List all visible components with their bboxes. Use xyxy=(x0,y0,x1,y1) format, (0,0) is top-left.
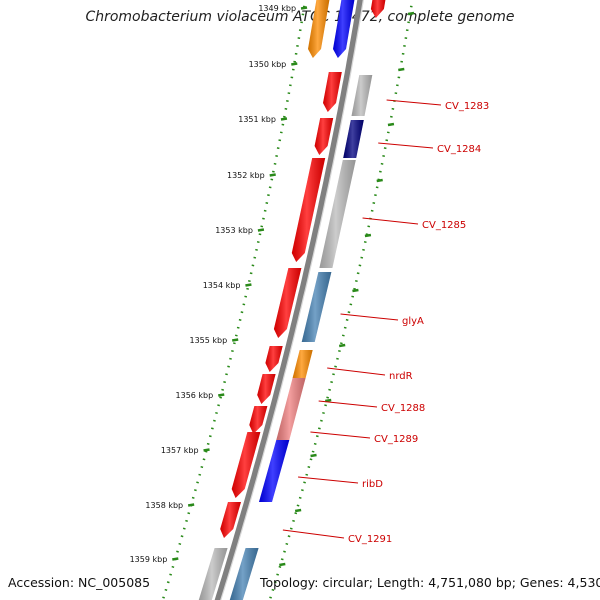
leader-line xyxy=(327,367,386,376)
inner-tick xyxy=(407,11,415,16)
gene-label-cv-1289: CV_1289 xyxy=(374,434,418,445)
inner-tick xyxy=(338,343,346,348)
gene-cv1284-shade xyxy=(343,120,364,158)
leader-line xyxy=(318,400,378,408)
gene-label-cv-1285: CV_1285 xyxy=(422,220,466,231)
kbp-tick xyxy=(280,117,288,121)
inner-tick xyxy=(279,562,286,567)
inner-ruler-line xyxy=(268,0,414,600)
kbp-tick xyxy=(291,62,298,66)
gene-nrdr-shade xyxy=(292,350,313,378)
map-title: Chromobacterium violaceum ATCC 12472, co… xyxy=(85,9,515,25)
kbp-label: 1358 kbp xyxy=(145,501,183,510)
kbp-tick xyxy=(172,557,179,561)
kbp-label: 1355 kbp xyxy=(189,336,227,345)
leader-line xyxy=(378,142,434,149)
gene-bottom-gray-shade xyxy=(198,548,228,600)
gene-nrdr-red-shade xyxy=(265,346,283,372)
topology-text: Topology: circular; Length: 4,751,080 bp… xyxy=(260,575,600,590)
gene-label-cv-1291: CV_1291 xyxy=(348,534,392,545)
gene-bottom-blue-shade xyxy=(229,548,259,600)
genome-backbone xyxy=(214,0,364,600)
kbp-label: 1354 kbp xyxy=(203,281,241,290)
gene-label-ribd: ribD xyxy=(362,479,383,490)
gene-label-cv-1288: CV_1288 xyxy=(381,403,425,414)
gene-glya-red-shade xyxy=(273,268,302,338)
kbp-label: 1349 kbp xyxy=(258,4,296,13)
kbp-tick xyxy=(257,228,265,232)
leader-line xyxy=(298,476,359,484)
kbp-tick xyxy=(269,173,276,177)
inner-tick xyxy=(376,178,383,183)
gene-cv1285-red-shade xyxy=(291,158,326,262)
kbp-tick xyxy=(245,283,252,287)
kbp-ticks: 1349 kbp 1350 kbp 1351 kbp 1352 kbp 1353 kbp… xyxy=(130,4,415,567)
gene-glya-shade xyxy=(301,272,332,342)
gene-top-blue-shade xyxy=(333,0,355,58)
leader-line xyxy=(310,431,371,439)
gene-top-orange-shade xyxy=(308,0,330,58)
gene-ribd-shade xyxy=(259,440,290,502)
kbp-label: 1351 kbp xyxy=(238,115,276,124)
leader-line xyxy=(340,313,399,321)
backbone-highlight xyxy=(220,0,364,600)
leader-line xyxy=(282,529,345,539)
gene-labels: CV_1283 CV_1284 CV_1285 glyA nrdR CV_1288 CV_1… xyxy=(282,99,489,545)
leader-line xyxy=(362,217,419,225)
inner-tick xyxy=(364,233,372,238)
kbp-tick xyxy=(231,338,239,342)
gene-label-cv-1284: CV_1284 xyxy=(437,144,481,155)
kbp-label: 1350 kbp xyxy=(249,60,287,69)
gene-cv1288-shade xyxy=(276,378,306,440)
kbp-tick xyxy=(218,393,225,397)
kbp-label: 1352 kbp xyxy=(227,171,265,180)
gene-ribd-red-shade xyxy=(231,432,261,498)
kbp-tick xyxy=(300,6,308,10)
leader-line xyxy=(386,99,442,106)
kbp-tick xyxy=(203,448,210,452)
gene-cv1284-red-shade xyxy=(314,118,334,155)
kbp-label: 1359 kbp xyxy=(130,555,168,564)
inner-tick xyxy=(387,122,395,127)
gene-top-red-shade xyxy=(370,0,386,18)
gene-cv1288-red-shade xyxy=(257,374,276,404)
gene-cv1291-red-shade xyxy=(220,502,241,538)
inner-tick xyxy=(325,398,332,403)
kbp-label: 1353 kbp xyxy=(215,226,253,235)
inner-tick xyxy=(398,67,405,72)
kbp-label: 1356 kbp xyxy=(176,391,214,400)
inner-ruler xyxy=(268,0,414,600)
gene-label-nrdr: nrdR xyxy=(389,371,413,382)
gene-label-cv-1283: CV_1283 xyxy=(445,101,489,112)
gene-track xyxy=(198,0,386,600)
inner-tick xyxy=(352,288,359,293)
gene-cv1283-red-shade xyxy=(323,72,342,112)
gene-label-glya: glyA xyxy=(402,316,424,327)
inner-tick xyxy=(310,453,317,458)
backbone-line xyxy=(214,0,364,600)
gene-cv1283-shade xyxy=(351,75,373,116)
kbp-label: 1357 kbp xyxy=(161,446,199,455)
gene-cv1289-red-shade xyxy=(249,406,268,434)
inner-tick xyxy=(294,508,302,513)
accession-text: Accession: NC_005085 xyxy=(8,575,151,590)
gene-cv1285-shade xyxy=(319,160,356,268)
kbp-tick xyxy=(187,503,195,507)
